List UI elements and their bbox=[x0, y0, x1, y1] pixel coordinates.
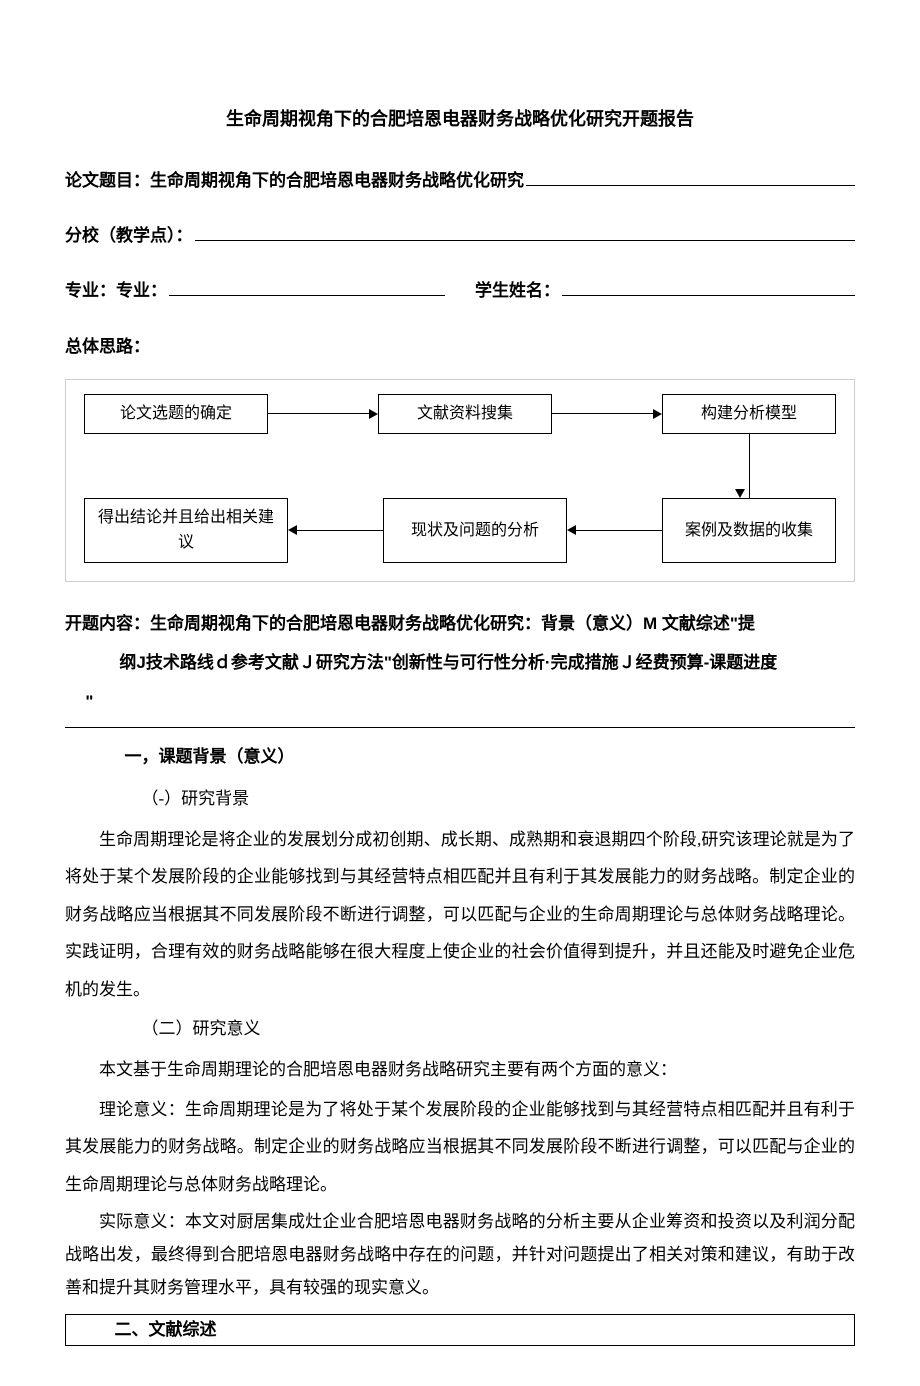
major-label: 专业：专业： bbox=[65, 272, 167, 309]
flow-box-5: 现状及问题的分析 bbox=[383, 498, 567, 563]
thesis-value: 生命周期视角下的合肥培恩电器财务战略优化研究 bbox=[150, 162, 524, 199]
section1-heading: 一，课题背景（意义） bbox=[65, 738, 855, 775]
page-title: 生命周期视角下的合肥培恩电器财务战略优化研究开题报告 bbox=[65, 100, 855, 140]
student-underline bbox=[562, 278, 855, 297]
arrow-left-2 bbox=[567, 498, 662, 563]
major-student-row: 专业：专业： 学生姓名： bbox=[65, 272, 855, 309]
section1-p3: 理论意义：生命周期理论是为了将处于某个发展阶段的企业能够找到与其经营特点相匹配并… bbox=[65, 1091, 855, 1203]
thesis-underline bbox=[526, 167, 855, 186]
flow-box-4: 得出结论并且给出相关建议 bbox=[84, 498, 288, 563]
content-line1: 生命周期视角下的合肥培恩电器财务战略优化研究：背景（意义）M 文献综述"提 bbox=[150, 614, 755, 633]
section1-p1: 生命周期理论是将企业的发展划分成初创期、成长期、成熟期和衰退期四个阶段,研究该理… bbox=[65, 821, 855, 1008]
flowchart: 论文选题的确定 文献资料搜集 构建分析模型 得出结论并且给出相关建议 现状及问题… bbox=[65, 379, 855, 582]
arrow-right-2 bbox=[552, 394, 662, 434]
flow-box-2: 文献资料搜集 bbox=[378, 394, 552, 434]
rule-1 bbox=[65, 727, 855, 728]
content-description: 开题内容：生命周期视角下的合肥培恩电器财务战略优化研究：背景（意义）M 文献综述… bbox=[65, 604, 855, 721]
school-row: 分校（教学点）： bbox=[65, 217, 855, 254]
outline-label: 总体思路： bbox=[65, 328, 855, 365]
flow-box-6: 案例及数据的收集 bbox=[662, 498, 836, 563]
student-label: 学生姓名： bbox=[475, 272, 560, 309]
section1-sub1: （-）研究背景 bbox=[65, 780, 855, 817]
section2-heading: 二、文献综述 bbox=[65, 1314, 855, 1345]
school-label: 分校（教学点）： bbox=[65, 217, 193, 254]
section2-wrap: 二、文献综述 bbox=[65, 1314, 855, 1345]
major-underline bbox=[169, 278, 445, 297]
section1-p2: 本文基于生命周期理论的合肥培恩电器财务战略研究主要有两个方面的意义： bbox=[65, 1051, 855, 1088]
section1-sub2: （二）研究意义 bbox=[65, 1010, 855, 1047]
flow-row-bottom: 得出结论并且给出相关建议 现状及问题的分析 案例及数据的收集 bbox=[84, 498, 836, 563]
content-prefix: 开题内容： bbox=[65, 614, 150, 633]
school-underline bbox=[195, 222, 856, 241]
flow-box-1: 论文选题的确定 bbox=[84, 394, 268, 434]
flow-row-top: 论文选题的确定 文献资料搜集 构建分析模型 bbox=[84, 394, 836, 434]
flow-box-3: 构建分析模型 bbox=[662, 394, 836, 434]
content-line3: " bbox=[65, 682, 855, 721]
content-line2: 纲J技术路线ｄ参考文献Ｊ研究方法"创新性与可行性分析·完成措施Ｊ经费预算-课题进… bbox=[65, 643, 855, 682]
arrow-left-1 bbox=[288, 498, 383, 563]
flow-vertical bbox=[84, 434, 836, 498]
arrow-right-1 bbox=[268, 394, 378, 434]
thesis-row: 论文题目： 生命周期视角下的合肥培恩电器财务战略优化研究 bbox=[65, 162, 855, 199]
section1-p4: 实际意义：本文对厨居集成灶企业合肥培恩电器财务战略的分析主要从企业筹资和投资以及… bbox=[65, 1205, 855, 1304]
thesis-label: 论文题目： bbox=[65, 162, 150, 199]
